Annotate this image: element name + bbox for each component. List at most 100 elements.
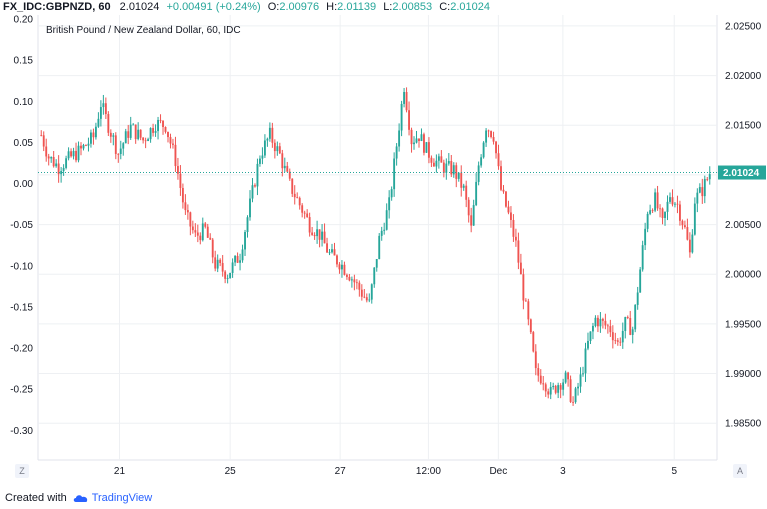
high-value: 2.01139 — [337, 1, 377, 13]
high-label: H: — [326, 1, 338, 13]
candle-body — [114, 135, 117, 154]
candle-body — [477, 165, 480, 182]
candle-body — [594, 317, 597, 326]
candle-body — [706, 179, 709, 180]
candle-body — [139, 129, 142, 138]
candle-body — [405, 92, 408, 111]
candle-body — [291, 178, 294, 194]
candle-body — [644, 228, 647, 246]
last-price-badge-text: 2.01024 — [723, 168, 760, 179]
candle-body — [442, 162, 445, 173]
price-axis[interactable]: 2.025002.020002.015002.010002.005002.000… — [725, 21, 762, 429]
price-chart[interactable]: British Pound / New Zealand Dollar, 60, … — [0, 15, 767, 487]
candle-body — [50, 157, 53, 159]
candle-body — [445, 163, 448, 173]
candle-body — [256, 163, 259, 187]
candle-body — [656, 192, 659, 209]
candle-body — [147, 139, 150, 142]
candle-body — [224, 271, 227, 279]
candle-body — [549, 387, 552, 395]
candle-body — [582, 373, 584, 375]
candle-body — [104, 103, 107, 115]
candle-body — [249, 198, 251, 218]
candle-body — [552, 385, 555, 388]
candle-body — [380, 230, 383, 236]
candle-body — [519, 262, 522, 275]
right-tick-label: 1.98500 — [725, 419, 762, 430]
candle-body — [318, 229, 321, 240]
candle-body — [137, 129, 140, 140]
candle-body — [470, 215, 473, 226]
corner-left-button[interactable]: Z — [15, 464, 29, 478]
candle-body — [378, 235, 381, 260]
candle-body — [157, 119, 159, 132]
right-tick-label: 2.00500 — [725, 220, 762, 231]
candle-body — [410, 129, 413, 145]
left-tick-label: 0.20 — [14, 15, 34, 26]
candle-body — [629, 318, 632, 335]
candle-body — [174, 144, 177, 167]
candle-body — [659, 208, 661, 210]
candle-body — [254, 185, 256, 187]
candle-body — [601, 318, 604, 321]
candle-body — [239, 260, 241, 263]
created-with-text: Created with — [5, 492, 67, 504]
candle-body — [75, 150, 77, 161]
candle-body — [691, 234, 694, 253]
candle-body — [584, 348, 587, 374]
candles — [40, 87, 711, 406]
candle-body — [432, 162, 435, 167]
candle-body — [62, 167, 65, 172]
last-price-value: 2.01024 — [119, 1, 160, 13]
chart-title: British Pound / New Zealand Dollar, 60, … — [46, 25, 241, 36]
candle-body — [500, 166, 502, 190]
candle-body — [273, 142, 276, 152]
candle-body — [527, 301, 530, 320]
candle-body — [263, 140, 266, 156]
candle-body — [408, 110, 410, 130]
time-axis[interactable]: 21 25 27 12:00 Dec 3 5 — [114, 466, 678, 477]
left-axis: 0.20 0.15 0.10 0.05 0.00 -0.05 -0.10 -0.15 -0.20… — [10, 15, 33, 437]
candle-body — [303, 212, 306, 214]
candle-body — [514, 236, 517, 241]
candle-body — [298, 197, 301, 206]
candle-body — [462, 185, 465, 188]
auto-scale-button[interactable]: A — [733, 464, 747, 478]
candle-body — [226, 278, 229, 279]
candle-body — [547, 391, 550, 395]
candle-body — [562, 382, 565, 390]
left-tick-label: -0.25 — [10, 385, 33, 396]
candle-body — [577, 386, 579, 389]
candle-body — [678, 204, 681, 221]
candle-body — [701, 187, 704, 197]
candle-body — [55, 163, 58, 167]
candle-body — [286, 165, 289, 172]
candle-body — [268, 127, 271, 139]
tradingview-link[interactable]: TradingView — [91, 492, 153, 504]
candle-body — [624, 317, 627, 331]
candle-body — [102, 103, 105, 108]
candle-body — [592, 325, 594, 332]
candle-body — [162, 120, 164, 127]
candle-body — [472, 205, 475, 226]
candle-body — [427, 142, 430, 158]
candle-body — [42, 135, 45, 147]
candle-body — [261, 155, 264, 159]
candle-body — [373, 267, 376, 285]
left-tick-label: -0.15 — [10, 302, 33, 313]
candle-body — [557, 385, 560, 393]
candle-body — [651, 210, 654, 212]
candle-body — [683, 225, 686, 228]
candle-body — [639, 269, 642, 293]
candle-body — [82, 145, 85, 149]
candle-body — [313, 234, 316, 237]
candle-body — [475, 181, 478, 206]
footer: Created with TradingView — [0, 490, 152, 506]
candle-body — [316, 229, 319, 237]
candle-body — [375, 259, 378, 268]
candle-body — [345, 274, 348, 277]
candle-body — [574, 388, 577, 403]
candle-body — [353, 279, 356, 283]
symbol-label[interactable]: FX_IDC:GBPNZD, 60 — [3, 1, 111, 13]
right-tick-label: 2.02500 — [725, 21, 762, 32]
